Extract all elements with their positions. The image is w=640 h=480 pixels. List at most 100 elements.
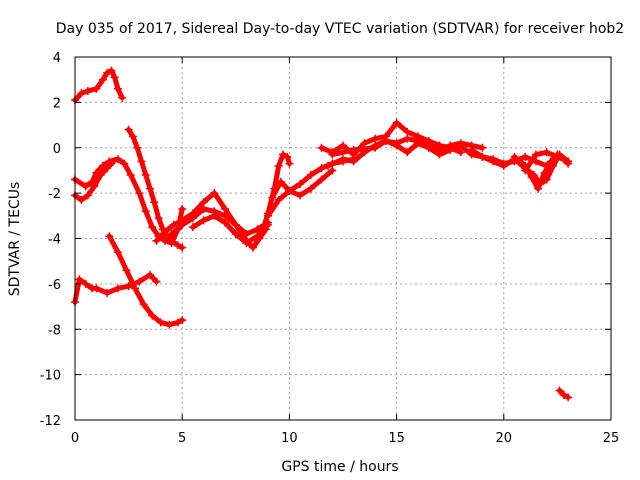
data-point <box>188 214 197 223</box>
data-point <box>317 164 326 173</box>
data-point <box>139 300 148 309</box>
data-point <box>113 84 122 93</box>
data-point <box>328 166 337 175</box>
data-point <box>242 239 251 248</box>
data-point <box>564 157 573 166</box>
data-point <box>135 277 144 286</box>
data-point <box>296 180 305 189</box>
y-tick-label: -8 <box>48 323 61 338</box>
data-point <box>546 157 555 166</box>
data-point <box>161 227 170 236</box>
data-point <box>221 218 230 227</box>
x-tick-label: 15 <box>388 431 405 446</box>
data-point <box>124 125 133 134</box>
data-point <box>113 248 122 257</box>
y-tick-label: 0 <box>53 142 61 157</box>
data-point <box>248 243 257 252</box>
data-point <box>199 205 208 214</box>
data-point <box>75 275 84 284</box>
data-point <box>349 146 358 155</box>
data-point <box>98 75 107 84</box>
data-point <box>268 193 277 202</box>
data-point <box>178 243 187 252</box>
data-point <box>83 191 92 200</box>
data-point <box>109 157 118 166</box>
data-point <box>285 186 294 195</box>
data-point <box>77 195 86 204</box>
data-point <box>349 157 358 166</box>
data-point <box>110 73 119 82</box>
data-point <box>317 175 326 184</box>
data-point <box>467 146 476 155</box>
grid-layer <box>75 57 611 420</box>
data-point <box>285 159 294 168</box>
data-point <box>263 211 272 220</box>
data-point <box>167 236 176 245</box>
y-tick-label: -12 <box>40 414 61 429</box>
data-point <box>296 191 305 200</box>
data-point <box>199 216 208 225</box>
series-arc-8 <box>71 270 161 307</box>
y-tick-label: 2 <box>53 96 61 111</box>
y-tick-label: -2 <box>48 187 61 202</box>
data-point <box>328 150 337 159</box>
data-point <box>231 229 240 238</box>
data-point <box>553 152 562 161</box>
data-point <box>381 136 390 145</box>
x-tick-label: 5 <box>178 431 186 446</box>
data-point <box>489 157 498 166</box>
data-point <box>283 152 292 161</box>
data-point <box>555 386 564 395</box>
data-point <box>188 223 197 232</box>
data-point <box>221 205 230 214</box>
data-point <box>150 198 159 207</box>
data-point <box>456 141 465 150</box>
data-point <box>531 150 540 159</box>
x-tick-label: 20 <box>496 431 513 446</box>
data-point <box>103 288 112 297</box>
data-point <box>83 87 92 96</box>
data-layer <box>71 66 573 402</box>
data-point <box>141 207 150 216</box>
data-point <box>403 148 412 157</box>
data-point <box>146 184 155 193</box>
data-point <box>527 173 536 182</box>
y-axis-label: SDTVAR / TECUs <box>7 182 23 297</box>
data-point <box>81 182 90 191</box>
x-tick-label: 0 <box>71 431 79 446</box>
data-point <box>242 229 251 238</box>
data-point <box>81 279 90 288</box>
data-point <box>77 89 86 98</box>
data-point <box>564 393 573 402</box>
data-point <box>339 155 347 164</box>
data-point <box>103 68 112 77</box>
data-point <box>133 143 142 152</box>
data-point <box>137 157 146 166</box>
data-point <box>113 155 122 164</box>
data-point <box>339 141 347 150</box>
data-point <box>92 284 101 293</box>
data-point <box>165 320 174 329</box>
data-point <box>274 161 283 170</box>
data-point <box>253 225 262 234</box>
tick-layer: 0 5 10 15 20 25 -12 -10 -8 -6 -4 -2 0 2 4 <box>40 51 620 446</box>
series-arc-12 <box>268 166 337 202</box>
data-point <box>167 229 176 238</box>
data-point <box>534 184 543 193</box>
data-point <box>120 159 129 168</box>
series-arc-1 <box>71 66 127 105</box>
data-point <box>128 132 137 141</box>
data-point <box>274 195 283 204</box>
data-point <box>306 184 315 193</box>
data-point <box>478 152 487 161</box>
data-point <box>118 93 127 102</box>
data-point <box>510 152 519 161</box>
data-point <box>92 168 101 177</box>
data-point <box>456 148 465 157</box>
data-point <box>152 277 161 286</box>
data-point <box>98 161 107 170</box>
data-point <box>221 211 230 220</box>
series-arc-9 <box>105 232 187 329</box>
y-tick-label: -10 <box>40 369 61 384</box>
